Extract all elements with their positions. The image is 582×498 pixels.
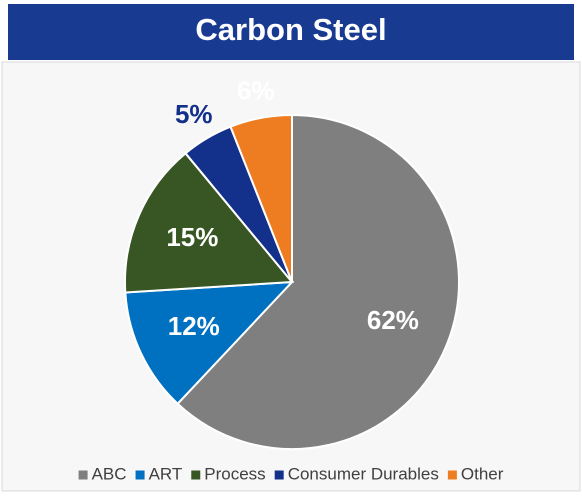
pie-slice: [124, 151, 295, 294]
data-label: 62%: [367, 305, 419, 335]
legend-label: ART: [149, 464, 183, 483]
pie-slice: [124, 280, 295, 406]
chart-title: Carbon Steel: [195, 12, 386, 47]
legend-swatch: [191, 470, 201, 480]
data-label: 6%: [237, 75, 275, 105]
pie-slice: [176, 113, 460, 450]
legend-swatch: [447, 470, 457, 480]
data-label: 5%: [175, 99, 213, 129]
legend-label: Consumer Durables: [288, 464, 439, 483]
legend-swatch: [274, 470, 284, 480]
legend-label: Other: [461, 464, 504, 483]
legend-label: ABC: [92, 464, 127, 483]
legend-label: Process: [204, 464, 265, 483]
legend-swatch: [135, 470, 145, 480]
data-label: 15%: [166, 222, 218, 252]
data-label: 12%: [168, 311, 220, 341]
title-bar: [8, 4, 574, 60]
pie-slice: [229, 113, 293, 283]
legend-swatch: [78, 470, 88, 480]
